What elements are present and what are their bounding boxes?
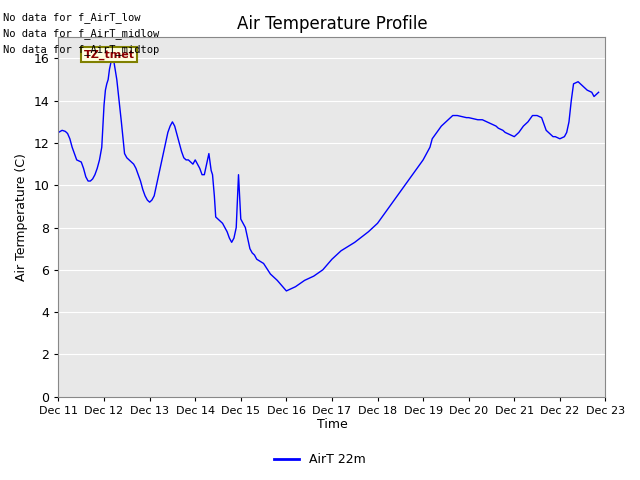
Legend: AirT 22m: AirT 22m bbox=[269, 448, 371, 471]
Text: No data for f_AirT_midtop: No data for f_AirT_midtop bbox=[3, 44, 159, 55]
Title: Air Temperature Profile: Air Temperature Profile bbox=[237, 15, 428, 33]
Text: No data for f_AirT_low: No data for f_AirT_low bbox=[3, 12, 141, 23]
Text: TZ_tmet: TZ_tmet bbox=[84, 49, 134, 60]
X-axis label: Time: Time bbox=[317, 419, 348, 432]
Text: No data for f_AirT_midlow: No data for f_AirT_midlow bbox=[3, 28, 159, 39]
Y-axis label: Air Termperature (C): Air Termperature (C) bbox=[15, 153, 28, 281]
